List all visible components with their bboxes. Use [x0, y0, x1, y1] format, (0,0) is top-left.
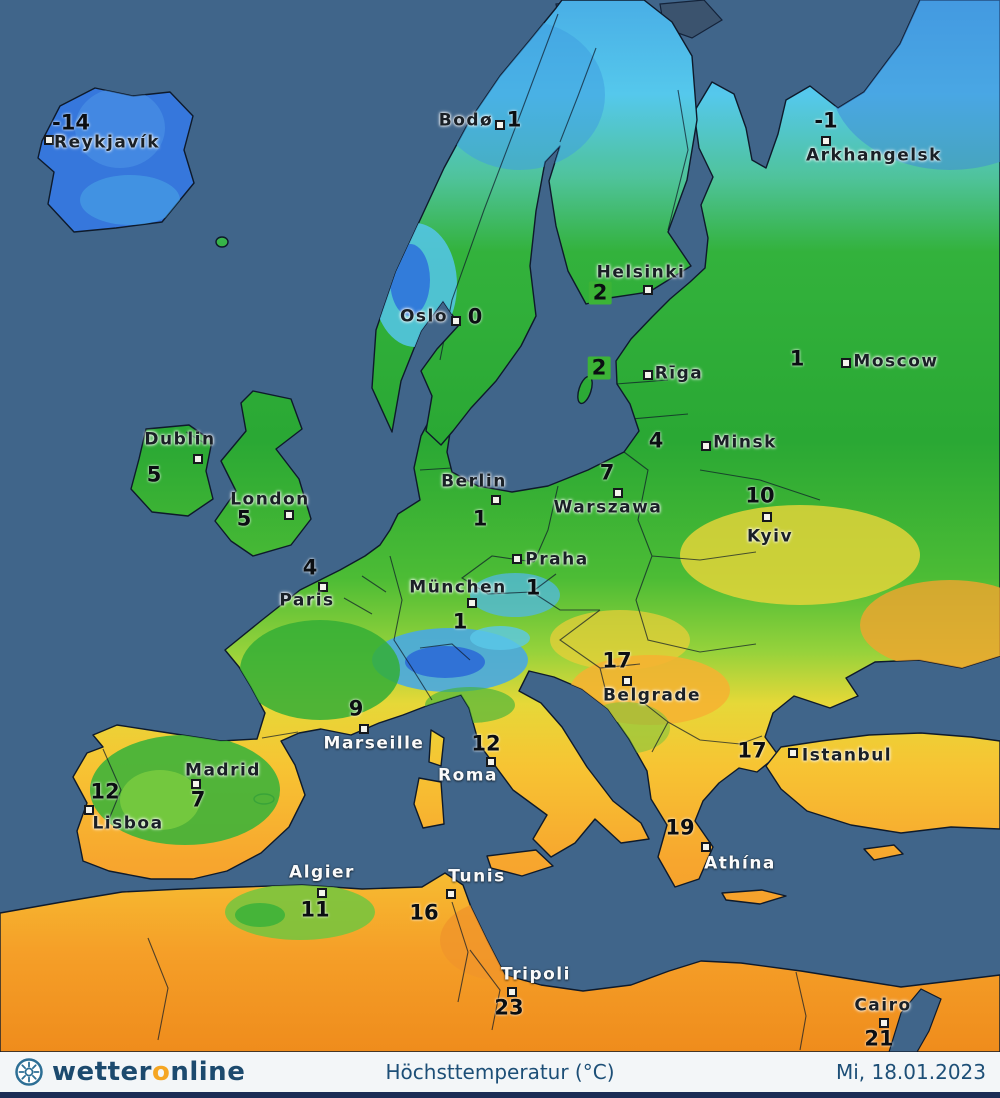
- sun-pinwheel-icon: [15, 1058, 43, 1086]
- city-marker-dublin: [193, 454, 203, 464]
- city-marker-marseille: [359, 724, 369, 734]
- brand-wetter: wetter: [52, 1057, 152, 1087]
- city-marker-bod: [495, 120, 505, 130]
- brand-nline: nline: [170, 1057, 246, 1087]
- city-marker-warszawa: [613, 488, 623, 498]
- city-marker-helsinki: [643, 285, 653, 295]
- city-marker-cairo: [879, 1018, 889, 1028]
- city-marker-minsk: [701, 441, 711, 451]
- landmass-ireland: [130, 424, 214, 517]
- temperature-map-svg: [0, 0, 1000, 1052]
- island-faroe: [215, 236, 229, 248]
- city-marker-riga: [643, 370, 653, 380]
- city-marker-madrid: [191, 779, 201, 789]
- city-marker-praha: [512, 554, 522, 564]
- city-marker-reykjavik: [44, 135, 54, 145]
- country-borders: [102, 13, 821, 1051]
- island-cyprus: [863, 844, 904, 861]
- city-marker-moscow: [841, 358, 851, 368]
- wetteronline-brand: wetteronline: [14, 1057, 245, 1087]
- island-crete: [721, 889, 787, 905]
- city-marker-tripoli: [507, 987, 517, 997]
- city-marker-istanbul: [788, 748, 798, 758]
- island-sardinia: [413, 777, 445, 829]
- city-marker-tunis: [446, 889, 456, 899]
- map-date: Mi, 18.01.2023: [835, 1060, 986, 1084]
- city-marker-belgrade: [622, 676, 632, 686]
- city-marker-berlin: [491, 495, 501, 505]
- landmass-turkey: [765, 732, 1000, 834]
- city-marker-algier: [317, 888, 327, 898]
- city-marker-athina: [701, 842, 711, 852]
- city-marker-munchen: [467, 598, 477, 608]
- island-corsica: [428, 729, 445, 767]
- map-caption: Höchsttemperatur (°C): [385, 1060, 615, 1084]
- city-marker-oslo: [451, 316, 461, 326]
- city-marker-kyiv: [762, 512, 772, 522]
- red-sea: [888, 988, 942, 1052]
- brand-wordmark: wetteronline: [52, 1059, 245, 1085]
- island-sicily: [486, 849, 554, 877]
- city-marker-paris: [318, 582, 328, 592]
- footer-bar: wetteronline Höchsttemperatur (°C) Mi, 1…: [0, 1052, 1000, 1092]
- temperature-map: Reykjavík -14 Bodø 1 Arkhangelsk -1 Oslo 0 Helsi…: [0, 0, 1000, 1052]
- city-marker-arkhangelsk: [821, 136, 831, 146]
- city-marker-london: [284, 510, 294, 520]
- city-marker-lisboa: [84, 805, 94, 815]
- brand-o: o: [151, 1057, 171, 1087]
- city-marker-roma: [486, 757, 496, 767]
- bottom-strip: [0, 1092, 1000, 1098]
